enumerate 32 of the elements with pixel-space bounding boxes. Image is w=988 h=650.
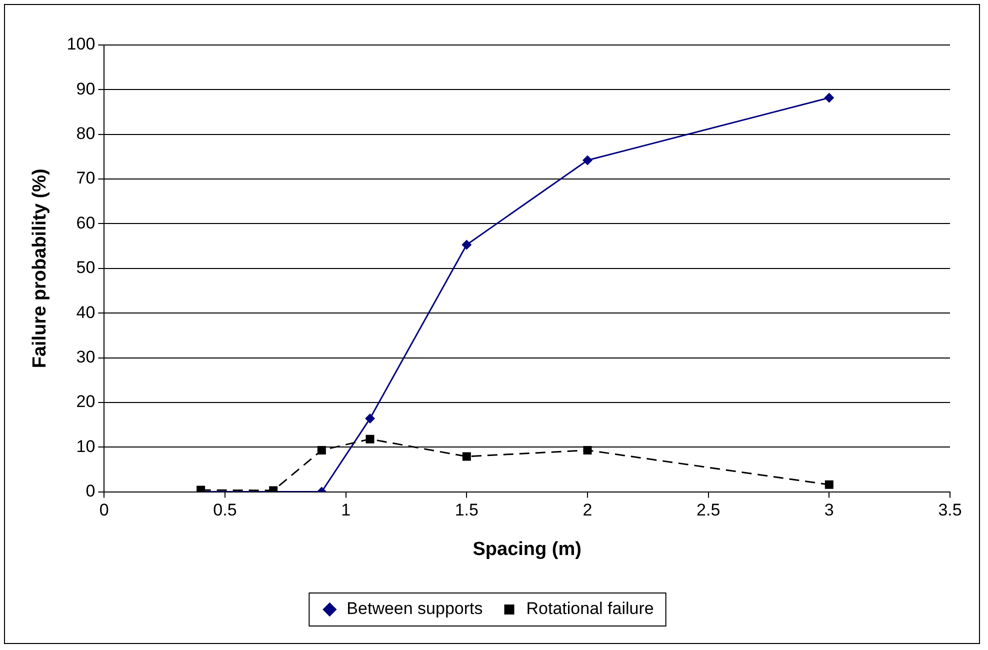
y-tick-label: 0 [86,481,96,500]
x-tick-label: 1.5 [454,500,478,520]
point [824,92,834,103]
y-axis-title: Failure probability (%) [30,168,51,368]
y-tick-label: 40 [76,302,96,322]
y-tick-label: 30 [76,347,96,366]
legend-label: Between supports [346,599,483,618]
y-tick-label: 50 [76,258,96,278]
point [366,434,374,444]
x-tick-label: 0.5 [213,500,237,520]
legend-label: Rotational failure [526,599,654,618]
x-tick-label: 3.5 [938,500,962,520]
y-tick-label: 90 [76,79,96,98]
point [824,480,834,489]
point [462,240,472,250]
y-tick-label: 10 [76,436,96,456]
point [317,446,326,454]
y-tick-label: 20 [76,392,96,412]
y-tick-label: 70 [76,168,96,188]
point [582,155,592,166]
x-tick-label: 2 [582,500,592,520]
point [365,414,375,424]
y-tick-label: 60 [76,213,96,232]
x-tick-label: 0 [99,500,109,520]
point [583,446,592,454]
point [462,452,471,461]
x-tick-label: 3 [824,500,834,520]
y-tick-label: 100 [66,34,96,54]
x-axis-title: Spacing (m) [472,538,582,560]
y-tick-label: 80 [76,124,96,144]
x-tick-label: 2.5 [696,500,720,520]
x-tick-label: 1 [341,500,351,520]
